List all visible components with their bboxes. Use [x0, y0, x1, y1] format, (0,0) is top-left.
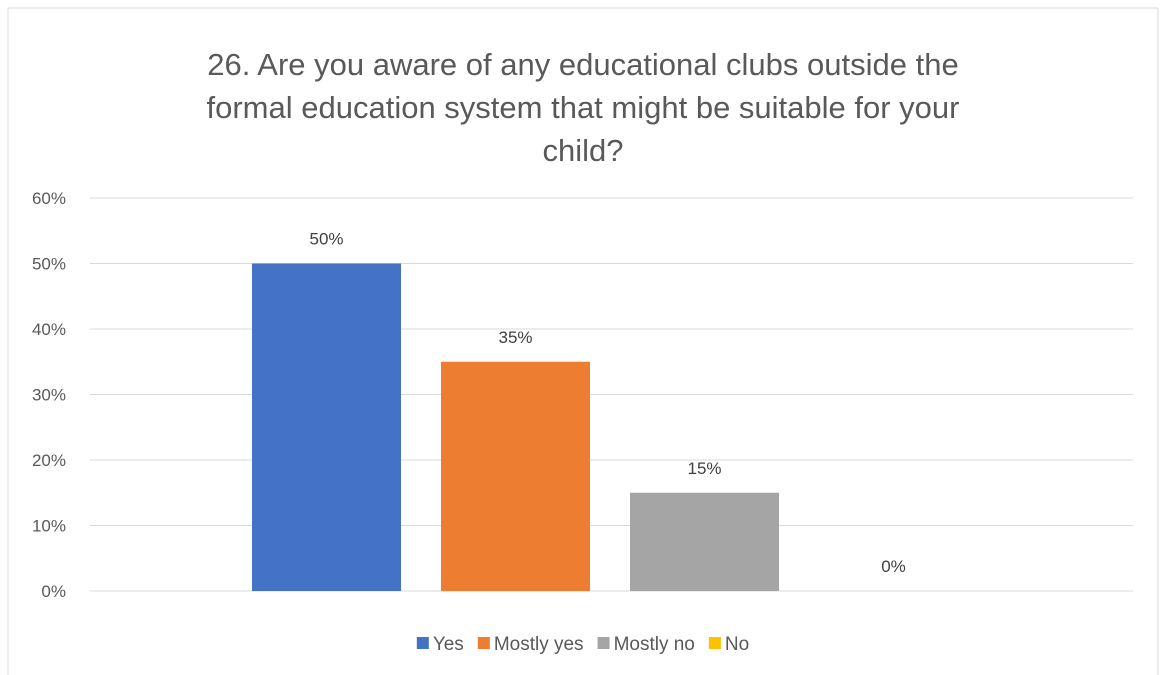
y-axis-ticks: 0% 10% 20% 30% 40% 50% 60% — [32, 189, 66, 601]
chart-title-line-2: formal education system that might be su… — [207, 90, 960, 125]
bars — [252, 263, 779, 591]
data-label: 15% — [687, 459, 721, 478]
chart-title-line-3: child? — [543, 133, 624, 168]
y-tick-label: 40% — [32, 320, 66, 339]
legend-label: No — [725, 634, 749, 655]
y-tick-label: 30% — [32, 386, 66, 405]
y-tick-label: 50% — [32, 255, 66, 274]
data-label: 50% — [309, 230, 343, 249]
legend-swatch — [477, 637, 490, 649]
legend-item-mostly-yes: Mostly yes — [477, 634, 584, 655]
legend-label: Yes — [433, 634, 464, 655]
data-label: 35% — [498, 328, 532, 347]
y-tick-label: 0% — [41, 582, 66, 601]
legend-item-yes: Yes — [416, 634, 464, 655]
y-tick-label: 10% — [32, 517, 66, 536]
legend-swatch — [708, 637, 721, 649]
chart-title-line-1: 26. Are you aware of any educational clu… — [207, 47, 958, 82]
data-labels: 50% 35% 15% 0% — [309, 230, 905, 577]
y-tick-label: 60% — [32, 189, 66, 208]
legend-swatch — [416, 637, 429, 649]
legend-item-no: No — [708, 634, 749, 655]
bar-mostly-no — [630, 492, 779, 591]
bar-yes — [252, 263, 401, 591]
legend-label: Mostly yes — [494, 634, 584, 655]
legend: Yes Mostly yes Mostly no No — [416, 634, 749, 655]
chart-title: 26. Are you aware of any educational clu… — [207, 47, 960, 168]
data-label: 0% — [881, 557, 906, 576]
bar-mostly-yes — [441, 361, 590, 591]
legend-item-mostly-no: Mostly no — [597, 634, 695, 655]
legend-swatch — [597, 637, 610, 649]
legend-label: Mostly no — [614, 634, 695, 655]
y-tick-label: 20% — [32, 451, 66, 470]
